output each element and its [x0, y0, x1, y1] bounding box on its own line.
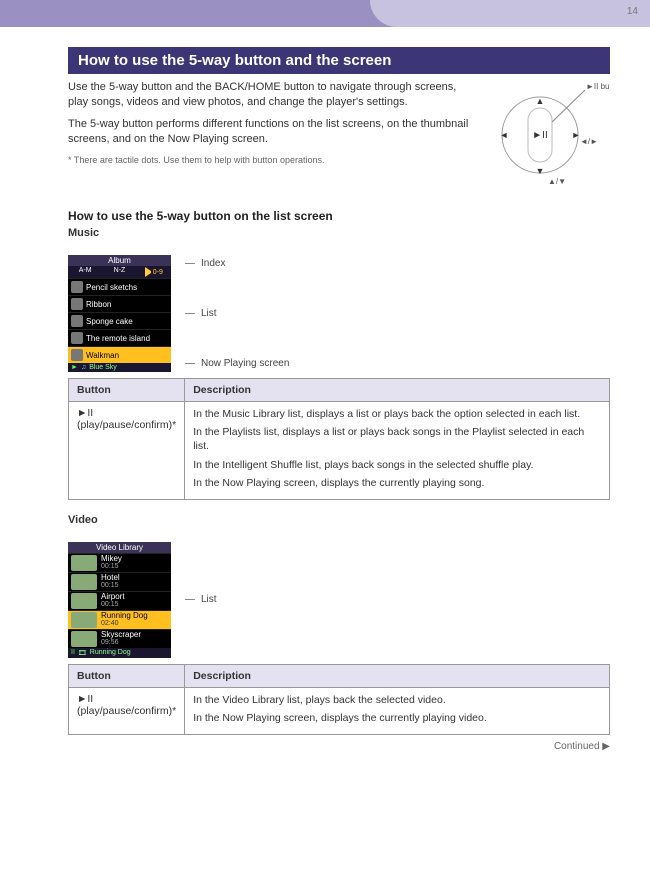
music-subhead: Music [68, 227, 610, 239]
video-thumb-icon [71, 593, 97, 609]
top-banner: 14 [0, 0, 650, 27]
video-subhead: Video [68, 514, 610, 526]
svg-text:◄/►: ◄/► [580, 137, 598, 146]
music-row-0: Pencil sketchs [68, 278, 171, 295]
play-icon: ► [71, 364, 78, 371]
album-thumb-icon [71, 332, 83, 344]
video-table: Button Description ►II (play/pause/confi… [68, 664, 610, 735]
music-footer: ►♫Blue Sky [68, 363, 171, 372]
music-tab-2: 0-9 [137, 266, 171, 278]
album-thumb-icon [71, 281, 83, 293]
svg-text:◄: ◄ [500, 130, 509, 140]
music-td-button: ►II (play/pause/confirm)* [69, 402, 185, 500]
music-tab-0: A-M [68, 266, 102, 278]
music-table: Button Description ►II (play/pause/confi… [68, 378, 610, 500]
intro-block: Use the 5-way button and the BACK/HOME b… [68, 80, 610, 193]
svg-text:▲: ▲ [536, 96, 545, 106]
album-thumb-icon [71, 298, 83, 310]
video-row-2: Airport00:15 [68, 591, 171, 610]
callout-nowplaying: Now Playing screen [185, 358, 289, 369]
page-body: How to use the 5-way button and the scre… [0, 27, 650, 782]
video-row-0: Mikey00:15 [68, 553, 171, 572]
intro-paragraph-1: Use the 5-way button and the BACK/HOME b… [68, 80, 474, 111]
music-th-button: Button [69, 379, 185, 402]
album-thumb-icon [71, 315, 83, 327]
video-footer: II🎞Running Dog [68, 648, 171, 658]
music-row-4: Walkman [68, 346, 171, 363]
video-thumb-icon [71, 631, 97, 647]
video-device-row: Video Library Mikey00:15 Hotel00:15 Airp… [68, 542, 610, 658]
video-td-button: ►II (play/pause/confirm)* [69, 687, 185, 734]
svg-text:►II: ►II [532, 130, 547, 141]
page-number: 14 [627, 6, 638, 17]
video-screen-title: Video Library [68, 542, 171, 553]
video-thumb-icon [71, 574, 97, 590]
music-screen: Album A-M N-Z 0-9 Pencil sketchs Ribbon … [68, 255, 171, 372]
video-screen: Video Library Mikey00:15 Hotel00:15 Airp… [68, 542, 171, 658]
music-th-desc: Description [185, 379, 610, 402]
video-callouts: List [185, 542, 217, 658]
callout-video-list: List [185, 594, 217, 605]
music-device-row: Album A-M N-Z 0-9 Pencil sketchs Ribbon … [68, 255, 610, 372]
music-row-1: Ribbon [68, 295, 171, 312]
music-tab-1: N-Z [102, 266, 136, 278]
music-td-desc: In the Music Library list, displays a li… [185, 402, 610, 500]
jog-diagram: ▲ ▼ ◄ ► ►II ►II button ◄/► ▲/▼ [490, 80, 610, 193]
jog-footnote: * There are tactile dots. Use them to he… [68, 154, 474, 167]
continued-label: Continued ▶ [68, 741, 610, 752]
music-callouts: Index List Now Playing screen [185, 255, 289, 372]
video-thumb-icon [71, 555, 97, 571]
jog-svg: ▲ ▼ ◄ ► ►II ►II button ◄/► ▲/▼ [490, 80, 610, 190]
video-td-desc: In the Video Library list, plays back th… [185, 687, 610, 734]
video-th-desc: Description [185, 664, 610, 687]
svg-text:▼: ▼ [536, 166, 545, 176]
intro-text: Use the 5-way button and the BACK/HOME b… [68, 80, 474, 193]
music-row-3: The remote island [68, 329, 171, 346]
music-tabs: A-M N-Z 0-9 [68, 266, 171, 278]
album-thumb-icon [71, 349, 83, 361]
video-th-button: Button [69, 664, 185, 687]
music-row-2: Sponge cake [68, 312, 171, 329]
intro-paragraph-2: The 5-way button performs different func… [68, 117, 474, 148]
music-section-heading: How to use the 5-way button on the list … [68, 209, 610, 223]
pause-icon: II [71, 649, 75, 656]
svg-text:►II button: ►II button [586, 82, 610, 91]
video-thumb-icon [71, 612, 97, 628]
section-headline: How to use the 5-way button and the scre… [68, 47, 610, 74]
video-row-4: Skyscraper09:56 [68, 629, 171, 648]
svg-text:▲/▼: ▲/▼ [548, 177, 566, 186]
video-row-3: Running Dog02:40 [68, 610, 171, 629]
music-screen-title: Album [68, 255, 171, 266]
video-row-1: Hotel00:15 [68, 572, 171, 591]
callout-index: Index [185, 258, 289, 269]
callout-list: List [185, 308, 289, 319]
